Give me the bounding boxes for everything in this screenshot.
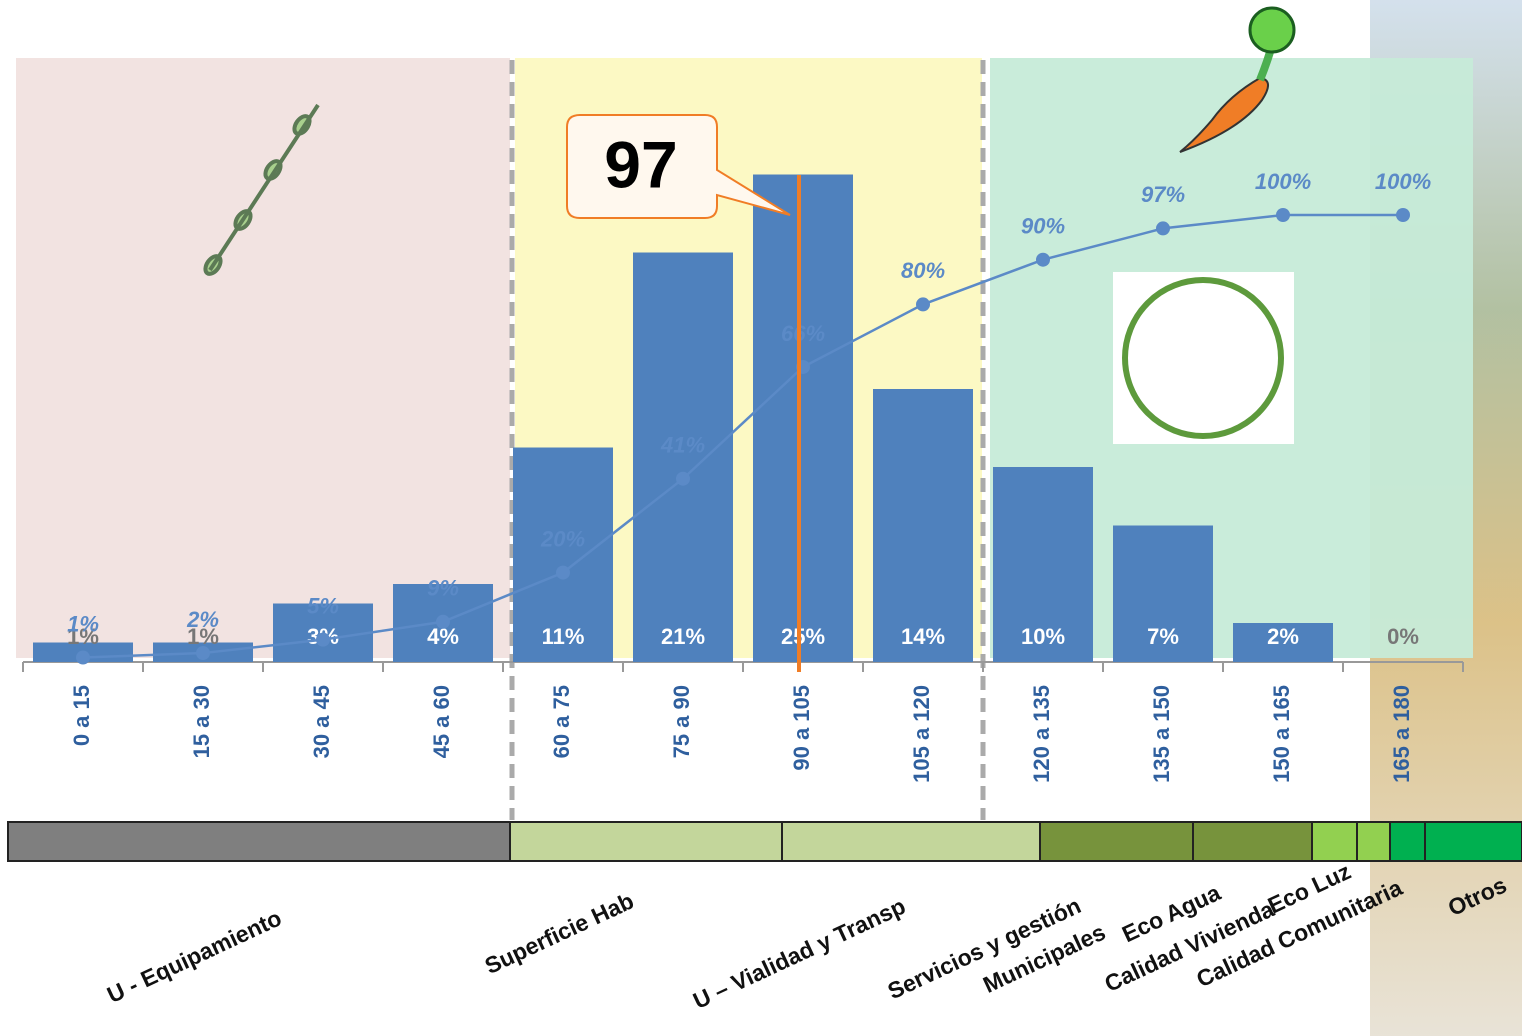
- bar-label: 1%: [67, 624, 99, 649]
- line-point: [556, 565, 570, 580]
- band-label: Superficie Hab: [481, 887, 638, 979]
- bar-label: 25%: [781, 624, 825, 649]
- line-label: 1%: [67, 611, 99, 636]
- band-label: U – Vialidad y Transp: [689, 893, 909, 1014]
- category-band: [7, 821, 511, 862]
- line-label: 20%: [540, 526, 585, 551]
- region-red: [16, 58, 510, 658]
- line-label: 2%: [186, 607, 219, 632]
- bar-label: 10%: [1021, 624, 1065, 649]
- line-point: [316, 632, 330, 647]
- bar: [633, 252, 733, 662]
- category-band: [1424, 821, 1522, 862]
- line-label: 9%: [427, 576, 459, 601]
- x-tick-label: 90 a 105: [789, 685, 814, 771]
- line-point: [1156, 221, 1170, 236]
- x-tick-label: 135 a 150: [1149, 685, 1174, 783]
- category-band: [1192, 821, 1313, 862]
- bar-label: 2%: [1267, 624, 1299, 649]
- line-label: 41%: [660, 433, 705, 458]
- line-label: 100%: [1255, 169, 1311, 194]
- x-tick-label: 30 a 45: [309, 685, 334, 758]
- x-tick-label: 165 a 180: [1389, 685, 1414, 783]
- x-tick-label: 45 a 60: [429, 685, 454, 758]
- line-point: [676, 471, 690, 486]
- bar-label: 1%: [187, 624, 219, 649]
- line-label: 90%: [1021, 214, 1065, 239]
- line-point: [1036, 252, 1050, 267]
- x-tick-label: 105 a 120: [909, 685, 934, 783]
- line-point: [436, 614, 450, 629]
- carrot-icon: [1179, 6, 1296, 153]
- category-band: [1356, 821, 1391, 862]
- bar-label: 14%: [901, 624, 945, 649]
- bar-label: 21%: [661, 624, 705, 649]
- annotation-label: 97: [604, 127, 677, 201]
- line-point: [76, 650, 90, 665]
- x-tick-label: 15 a 30: [189, 685, 214, 758]
- x-tick-label: 120 a 135: [1029, 685, 1054, 783]
- x-tick-label: 150 a 165: [1269, 685, 1294, 783]
- line-label: 80%: [901, 258, 945, 283]
- line-label: 5%: [307, 593, 339, 618]
- bar-label: 11%: [542, 624, 585, 649]
- line-point: [1396, 208, 1410, 222]
- bar-label: 0%: [1387, 624, 1419, 649]
- category-band: [1039, 821, 1194, 862]
- chain-icon: [203, 103, 320, 276]
- stamp: [1113, 272, 1294, 444]
- x-tick-label: 0 a 15: [69, 685, 94, 746]
- bar: [1113, 525, 1213, 662]
- callout: [566, 114, 791, 219]
- line-point: [196, 646, 210, 661]
- line-label: 97%: [1141, 182, 1185, 207]
- bar: [513, 447, 613, 662]
- category-band: [1311, 821, 1358, 862]
- band-label: U - Equipamiento: [103, 905, 285, 1008]
- bar: [993, 467, 1093, 662]
- line-label: 100%: [1375, 169, 1431, 194]
- cumulative-line: [82, 213, 1403, 659]
- category-band: [509, 821, 783, 862]
- x-tick-label: 60 a 75: [549, 685, 574, 758]
- x-tick-label: 75 a 90: [669, 685, 694, 758]
- bar: [873, 389, 973, 662]
- line-point: [916, 297, 930, 312]
- line-label: 66%: [781, 321, 825, 346]
- category-band: [1389, 821, 1426, 862]
- line-point: [1276, 208, 1290, 222]
- bar: [1233, 623, 1333, 662]
- bar-label: 7%: [1147, 624, 1179, 649]
- bar: [753, 174, 853, 662]
- category-band: [781, 821, 1041, 862]
